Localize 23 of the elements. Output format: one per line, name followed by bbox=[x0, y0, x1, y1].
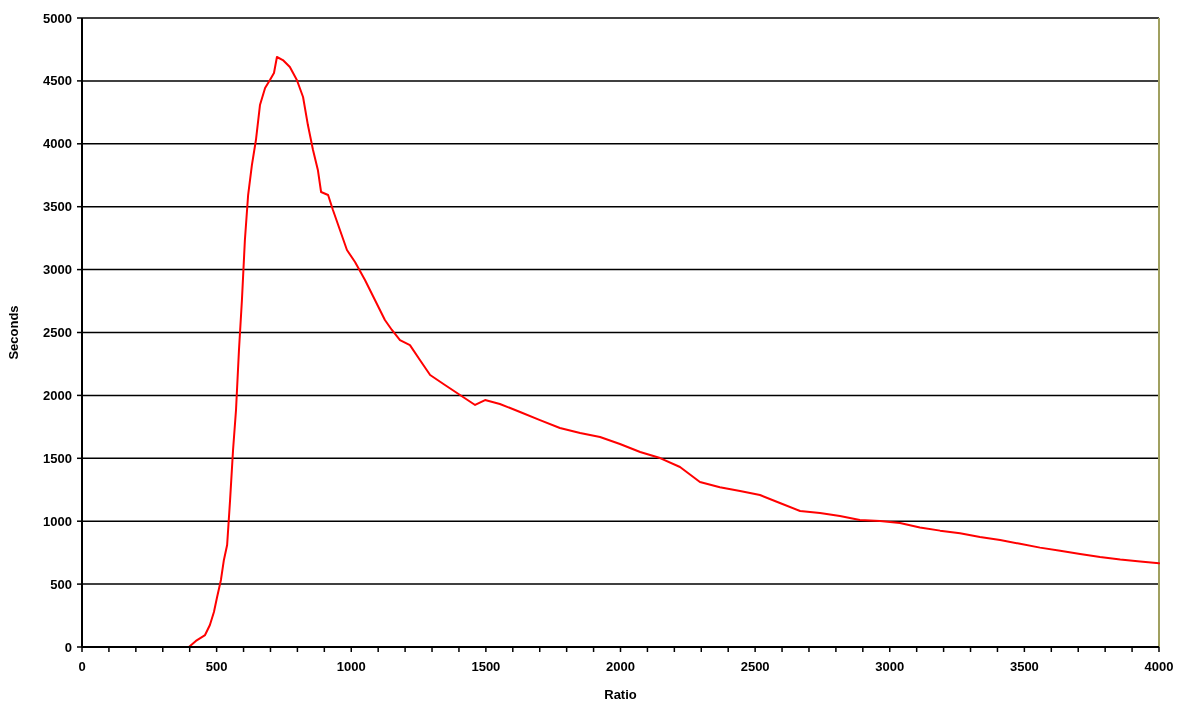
y-tick-label: 0 bbox=[64, 639, 72, 655]
y-tick-label: 3500 bbox=[43, 199, 72, 215]
x-axis-title: Ratio bbox=[604, 687, 637, 702]
y-tick-label: 4000 bbox=[43, 136, 72, 152]
x-tick-label: 3500 bbox=[1009, 659, 1039, 674]
x-tick-label: 0 bbox=[78, 659, 86, 674]
x-tick-label: 4000 bbox=[1144, 659, 1174, 674]
y-tick-label: 500 bbox=[50, 576, 72, 592]
x-tick-label: 500 bbox=[205, 659, 228, 674]
line-series bbox=[187, 56, 1160, 648]
y-tick-label: 1000 bbox=[43, 513, 72, 529]
y-tick-label: 1500 bbox=[43, 450, 72, 466]
y-tick-label: 2000 bbox=[43, 387, 72, 403]
y-axis-title: Seconds bbox=[6, 305, 21, 360]
y-tick-label: 3000 bbox=[43, 262, 72, 278]
x-tick-label: 3000 bbox=[875, 659, 905, 674]
x-tick-label: 1500 bbox=[471, 659, 501, 674]
y-tick-label: 4500 bbox=[43, 73, 72, 89]
y-tick-label: 5000 bbox=[43, 10, 72, 26]
x-tick-label: 2500 bbox=[740, 659, 770, 674]
x-tick-label: 2000 bbox=[606, 659, 635, 674]
y-tick-label: 2500 bbox=[43, 325, 72, 341]
x-tick-label: 1000 bbox=[336, 659, 366, 674]
